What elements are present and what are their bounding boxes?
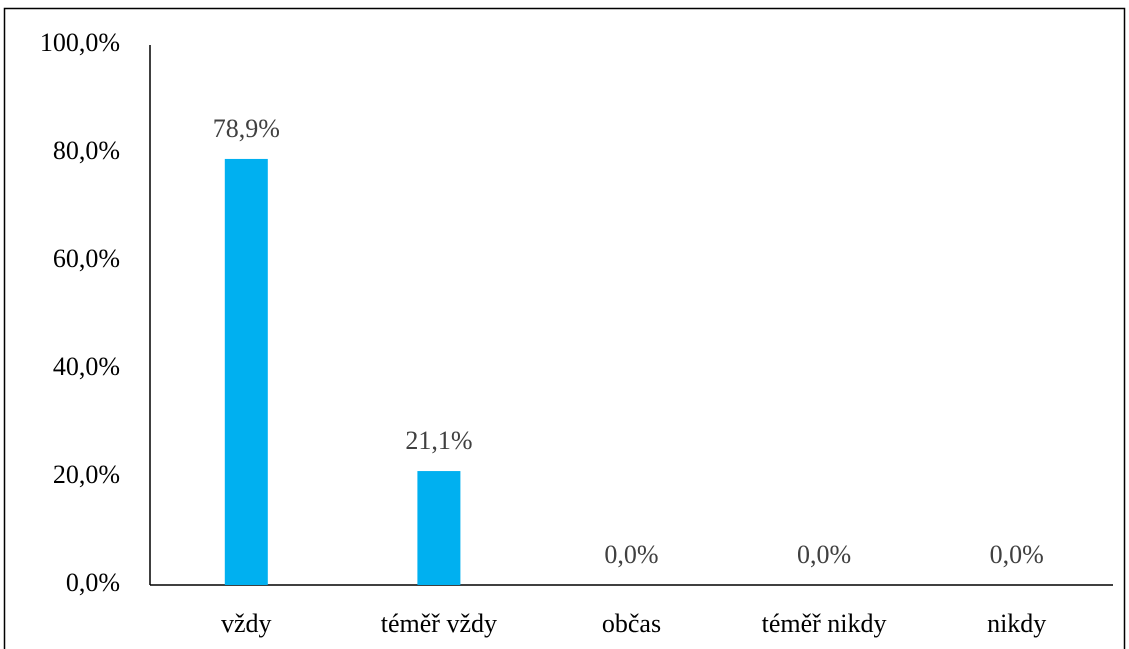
chart-frame bbox=[3, 7, 1126, 649]
value-label: 21,1% bbox=[405, 426, 472, 455]
y-tick-label: 100,0% bbox=[40, 28, 120, 57]
x-tick-label: občas bbox=[602, 609, 661, 638]
y-tick-label: 80,0% bbox=[53, 136, 120, 165]
value-label: 78,9% bbox=[213, 114, 280, 143]
value-label: 0,0% bbox=[990, 540, 1044, 569]
y-tick-label: 0,0% bbox=[66, 568, 120, 597]
x-tick-label: nikdy bbox=[987, 609, 1046, 638]
y-tick-label: 20,0% bbox=[53, 460, 120, 489]
value-label: 0,0% bbox=[604, 540, 658, 569]
y-tick-label: 40,0% bbox=[53, 352, 120, 381]
bar bbox=[417, 471, 461, 585]
value-label: 0,0% bbox=[797, 540, 851, 569]
y-tick-label: 60,0% bbox=[53, 244, 120, 273]
bar bbox=[224, 158, 268, 585]
x-tick-label: téměř vždy bbox=[381, 609, 497, 638]
x-tick-label: vždy bbox=[221, 609, 272, 638]
x-tick-label: téměř nikdy bbox=[762, 609, 887, 638]
